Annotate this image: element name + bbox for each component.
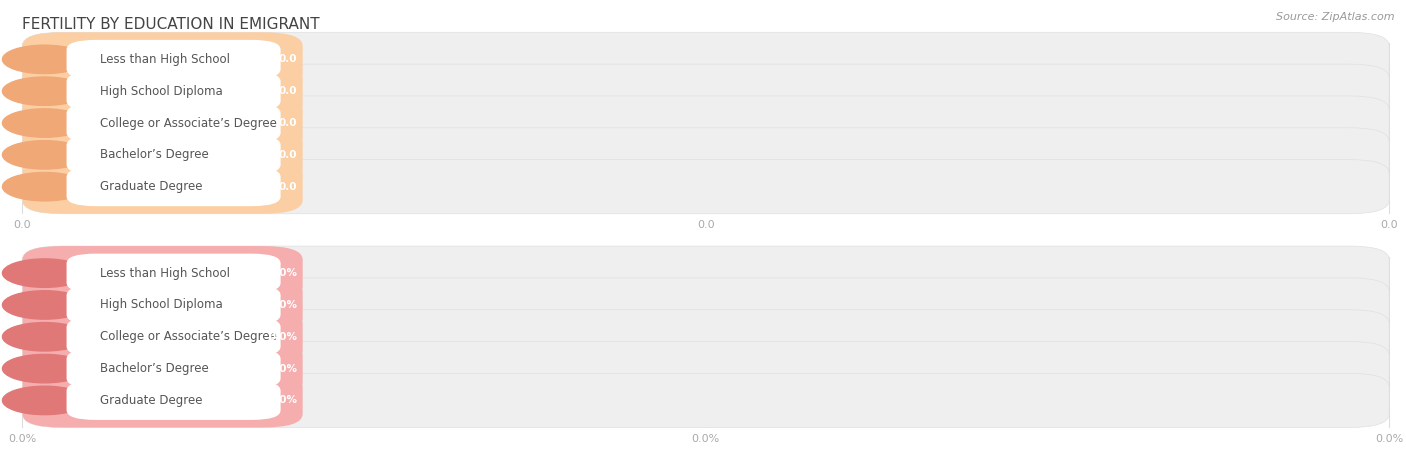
Text: FERTILITY BY EDUCATION IN EMIGRANT: FERTILITY BY EDUCATION IN EMIGRANT <box>22 17 321 32</box>
FancyBboxPatch shape <box>22 373 1389 428</box>
Text: 0.0%: 0.0% <box>269 363 297 374</box>
Circle shape <box>3 323 87 351</box>
FancyBboxPatch shape <box>22 342 302 396</box>
FancyBboxPatch shape <box>66 135 281 174</box>
FancyBboxPatch shape <box>22 128 1389 182</box>
FancyBboxPatch shape <box>66 254 281 293</box>
FancyBboxPatch shape <box>22 32 1389 86</box>
FancyBboxPatch shape <box>22 128 302 182</box>
Text: 0.0: 0.0 <box>14 220 31 230</box>
Circle shape <box>3 259 87 287</box>
Text: Graduate Degree: Graduate Degree <box>100 180 202 193</box>
Text: College or Associate’s Degree: College or Associate’s Degree <box>100 330 277 343</box>
FancyBboxPatch shape <box>22 278 302 332</box>
FancyBboxPatch shape <box>22 64 302 118</box>
Text: 0.0: 0.0 <box>278 181 297 192</box>
FancyBboxPatch shape <box>66 104 281 142</box>
Text: 0.0%: 0.0% <box>269 395 297 406</box>
Text: 0.0%: 0.0% <box>269 268 297 278</box>
Text: 0.0: 0.0 <box>1381 220 1398 230</box>
Circle shape <box>3 141 87 169</box>
FancyBboxPatch shape <box>66 349 281 388</box>
Text: 0.0: 0.0 <box>697 220 714 230</box>
Circle shape <box>3 354 87 383</box>
Text: 0.0%: 0.0% <box>8 434 37 444</box>
FancyBboxPatch shape <box>22 96 302 150</box>
FancyBboxPatch shape <box>66 72 281 111</box>
FancyBboxPatch shape <box>22 64 1389 118</box>
Circle shape <box>3 386 87 415</box>
FancyBboxPatch shape <box>66 40 281 79</box>
FancyBboxPatch shape <box>22 310 302 364</box>
Circle shape <box>3 172 87 201</box>
Circle shape <box>3 45 87 74</box>
Text: 0.0: 0.0 <box>278 118 297 128</box>
FancyBboxPatch shape <box>22 342 1389 396</box>
FancyBboxPatch shape <box>66 317 281 356</box>
Text: Bachelor’s Degree: Bachelor’s Degree <box>100 362 208 375</box>
FancyBboxPatch shape <box>66 285 281 324</box>
Text: Less than High School: Less than High School <box>100 53 229 66</box>
FancyBboxPatch shape <box>22 278 1389 332</box>
FancyBboxPatch shape <box>66 381 281 420</box>
Text: 0.0%: 0.0% <box>1375 434 1403 444</box>
FancyBboxPatch shape <box>22 160 302 214</box>
Text: 0.0: 0.0 <box>278 86 297 96</box>
FancyBboxPatch shape <box>22 32 302 86</box>
Text: 0.0: 0.0 <box>278 150 297 160</box>
Text: High School Diploma: High School Diploma <box>100 298 222 312</box>
Text: Source: ZipAtlas.com: Source: ZipAtlas.com <box>1277 12 1395 22</box>
FancyBboxPatch shape <box>66 167 281 206</box>
Circle shape <box>3 109 87 137</box>
FancyBboxPatch shape <box>22 96 1389 150</box>
FancyBboxPatch shape <box>22 246 302 300</box>
Text: 0.0%: 0.0% <box>269 332 297 342</box>
FancyBboxPatch shape <box>22 160 1389 214</box>
Text: Less than High School: Less than High School <box>100 266 229 280</box>
FancyBboxPatch shape <box>22 310 1389 364</box>
Text: 0.0%: 0.0% <box>269 300 297 310</box>
Text: 0.0: 0.0 <box>278 54 297 65</box>
Circle shape <box>3 77 87 105</box>
Text: College or Associate’s Degree: College or Associate’s Degree <box>100 116 277 130</box>
Text: High School Diploma: High School Diploma <box>100 85 222 98</box>
FancyBboxPatch shape <box>22 246 1389 300</box>
Circle shape <box>3 291 87 319</box>
Text: Bachelor’s Degree: Bachelor’s Degree <box>100 148 208 162</box>
Text: 0.0%: 0.0% <box>692 434 720 444</box>
FancyBboxPatch shape <box>22 373 302 428</box>
Text: Graduate Degree: Graduate Degree <box>100 394 202 407</box>
